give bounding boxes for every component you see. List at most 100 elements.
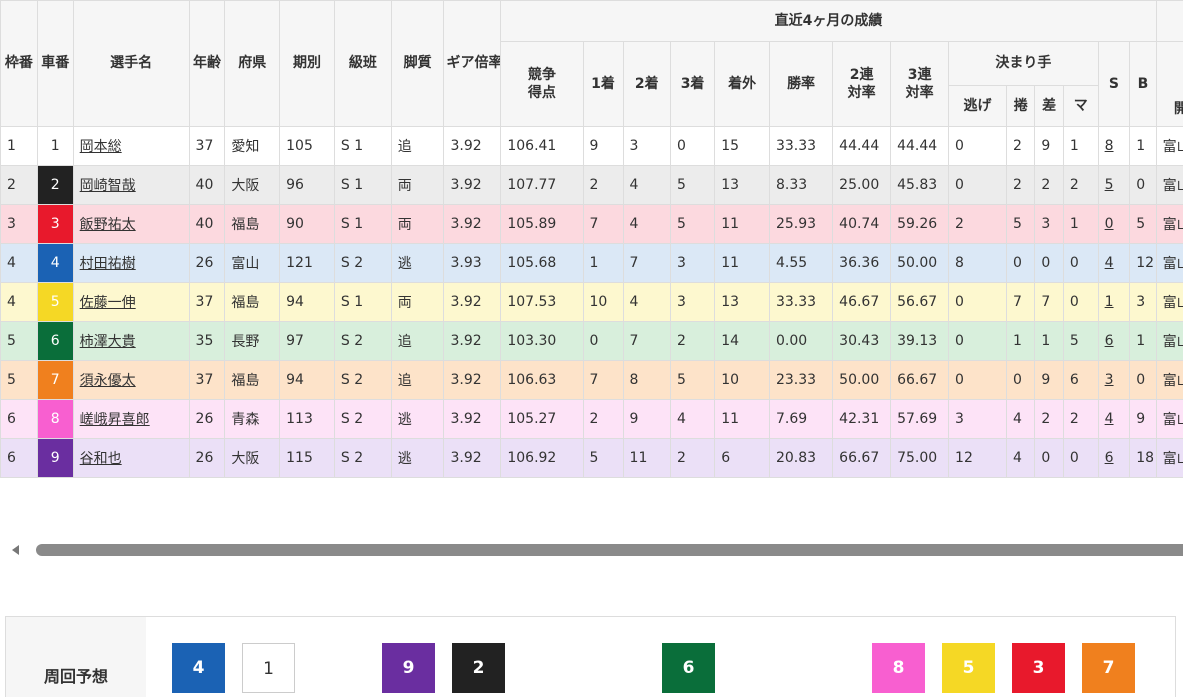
cell-venue: 富山 xyxy=(1155,204,1183,244)
cell-r3: 39.13 xyxy=(890,321,950,361)
start-count-link[interactable]: 6 xyxy=(1104,333,1114,349)
rider-name-link[interactable]: 須永優太 xyxy=(79,373,136,389)
cell-b: 1 xyxy=(1129,126,1157,166)
start-count-link[interactable]: 3 xyxy=(1104,372,1114,388)
cell-waku: 5 xyxy=(0,360,38,400)
table-row: 5 6 柿澤大貴 35 長野 97 S 2 追 3.92 103.30 0 7 2 14 0.00 30.43… xyxy=(0,321,1183,361)
horizontal-scrollbar[interactable] xyxy=(0,540,1183,560)
cell-c3: 5 xyxy=(669,204,716,244)
cell-c3: 5 xyxy=(669,165,716,205)
cell-c2: 3 xyxy=(622,126,671,166)
cell-name: 岡本総 xyxy=(72,126,190,166)
header-score: 競争 得点 xyxy=(500,41,584,127)
cell-c3: 2 xyxy=(669,438,716,478)
rider-name-link[interactable]: 佐藤一伸 xyxy=(79,295,136,311)
cell-car: 6 xyxy=(36,321,74,361)
start-count-link[interactable]: 0 xyxy=(1104,216,1114,232)
cell-r3: 66.67 xyxy=(890,360,950,400)
table-row: 4 4 村田祐樹 26 富山 121 S 2 逃 3.93 105.68 1 7 3 11 4.55 36.3… xyxy=(0,243,1183,283)
start-count-link[interactable]: 8 xyxy=(1104,138,1114,154)
cell-b: 12 xyxy=(1129,243,1157,283)
rider-name-link[interactable]: 飯野祐太 xyxy=(79,217,136,233)
cell-nige: 3 xyxy=(948,399,1007,439)
header-makuri: 捲 xyxy=(1005,85,1036,127)
cell-car: 9 xyxy=(36,438,74,478)
start-count-link[interactable]: 1 xyxy=(1104,294,1114,310)
cell-term: 105 xyxy=(279,126,335,166)
start-count-link[interactable]: 4 xyxy=(1104,411,1114,427)
cell-sashi: 9 xyxy=(1034,126,1064,166)
cell-mark: 0 xyxy=(1062,243,1099,283)
cell-style: 追 xyxy=(390,321,445,361)
cell-venue: 富山 xyxy=(1155,321,1183,361)
car-number-badge: 1 xyxy=(38,127,73,165)
cell-venue: 富山 xyxy=(1155,360,1183,400)
cell-r2: 42.31 xyxy=(832,399,892,439)
cell-r2: 36.36 xyxy=(832,243,892,283)
cell-pref: 愛知 xyxy=(224,126,281,166)
car-number-badge: 2 xyxy=(38,166,73,204)
table-row: 3 3 飯野祐太 40 福島 90 S 1 両 3.92 105.89 7 4 5 11 25.93 40.7… xyxy=(0,204,1183,244)
cell-waku: 1 xyxy=(0,126,38,166)
cell-out: 14 xyxy=(714,321,770,361)
results-table-scroll-area[interactable]: 枠番 車番 選手名 年齢 府県 期別 級班 脚質 ギア倍率 直近4ヶ月の成績 競… xyxy=(0,0,1183,512)
header-class: 級班 xyxy=(333,0,392,127)
rider-name-link[interactable]: 岡崎智哉 xyxy=(79,178,136,194)
rider-name-link[interactable]: 嵯峨昇喜郎 xyxy=(79,412,150,428)
cell-gear: 3.92 xyxy=(443,321,502,361)
scroll-left-arrow-icon[interactable] xyxy=(12,545,19,555)
start-count-link[interactable]: 4 xyxy=(1104,255,1114,271)
cell-makuri: 7 xyxy=(1005,282,1036,322)
car-number-badge: 8 xyxy=(38,400,73,438)
cell-venue: 富山 xyxy=(1155,243,1183,283)
prediction-chip-2: 2 xyxy=(452,643,505,693)
car-number-badge: 5 xyxy=(38,283,73,321)
header-out: 着外 xyxy=(714,41,770,127)
table-row: 6 9 谷和也 26 大阪 115 S 2 逃 3.92 106.92 5 11 2 6 20.83 66.6… xyxy=(0,438,1183,478)
cell-makuri: 1 xyxy=(1005,321,1036,361)
cell-score: 105.27 xyxy=(500,399,584,439)
cell-cls: S 2 xyxy=(333,399,392,439)
header-ren3: 3連 対率 xyxy=(890,41,950,127)
rider-name-link[interactable]: 谷和也 xyxy=(79,451,122,467)
cell-s: 0 xyxy=(1097,204,1131,244)
rider-name-link[interactable]: 村田祐樹 xyxy=(79,256,136,272)
cell-sashi: 7 xyxy=(1034,282,1064,322)
cell-score: 106.63 xyxy=(500,360,584,400)
cell-r2: 25.00 xyxy=(832,165,892,205)
lap-prediction-label: 周回予想 xyxy=(6,617,146,697)
cell-score: 105.68 xyxy=(500,243,584,283)
cell-term: 121 xyxy=(279,243,335,283)
cell-makuri: 2 xyxy=(1005,126,1036,166)
rider-name-link[interactable]: 柿澤大貴 xyxy=(79,334,136,350)
car-number-badge: 3 xyxy=(38,205,73,243)
prediction-chip-7: 7 xyxy=(1082,643,1135,693)
cell-score: 106.92 xyxy=(500,438,584,478)
rider-name-link[interactable]: 岡本総 xyxy=(79,139,122,155)
table-row: 4 5 佐藤一伸 37 福島 94 S 1 両 3.92 107.53 10 4 3 13 33.33 46.… xyxy=(0,282,1183,322)
prediction-chip-3: 3 xyxy=(1012,643,1065,693)
rider-table: 枠番 車番 選手名 年齢 府県 期別 級班 脚質 ギア倍率 直近4ヶ月の成績 競… xyxy=(0,0,1183,478)
header-win-rate: 勝率 xyxy=(768,41,834,127)
header-b: B xyxy=(1129,41,1157,127)
car-number-badge: 4 xyxy=(38,244,73,282)
cell-sashi: 0 xyxy=(1034,243,1064,283)
car-number-badge: 6 xyxy=(38,322,73,360)
start-count-link[interactable]: 6 xyxy=(1104,450,1114,466)
cell-c2: 7 xyxy=(622,243,671,283)
scroll-thumb[interactable] xyxy=(36,544,1183,556)
cell-term: 97 xyxy=(279,321,335,361)
cell-mark: 5 xyxy=(1062,321,1099,361)
rider-rows: 1 1 岡本総 37 愛知 105 S 1 追 3.92 106.41 9 3 0 15 33.33 44.4… xyxy=(0,126,1183,478)
start-count-link[interactable]: 5 xyxy=(1104,177,1114,193)
cell-venue: 富山 xyxy=(1155,399,1183,439)
cell-mark: 6 xyxy=(1062,360,1099,400)
cell-waku: 5 xyxy=(0,321,38,361)
cell-out: 13 xyxy=(714,282,770,322)
cell-c2: 11 xyxy=(622,438,671,478)
car-number-badge: 7 xyxy=(38,361,73,399)
cell-car: 5 xyxy=(36,282,74,322)
cell-mark: 2 xyxy=(1062,399,1099,439)
cell-name: 谷和也 xyxy=(72,438,190,478)
cell-style: 逃 xyxy=(390,438,445,478)
